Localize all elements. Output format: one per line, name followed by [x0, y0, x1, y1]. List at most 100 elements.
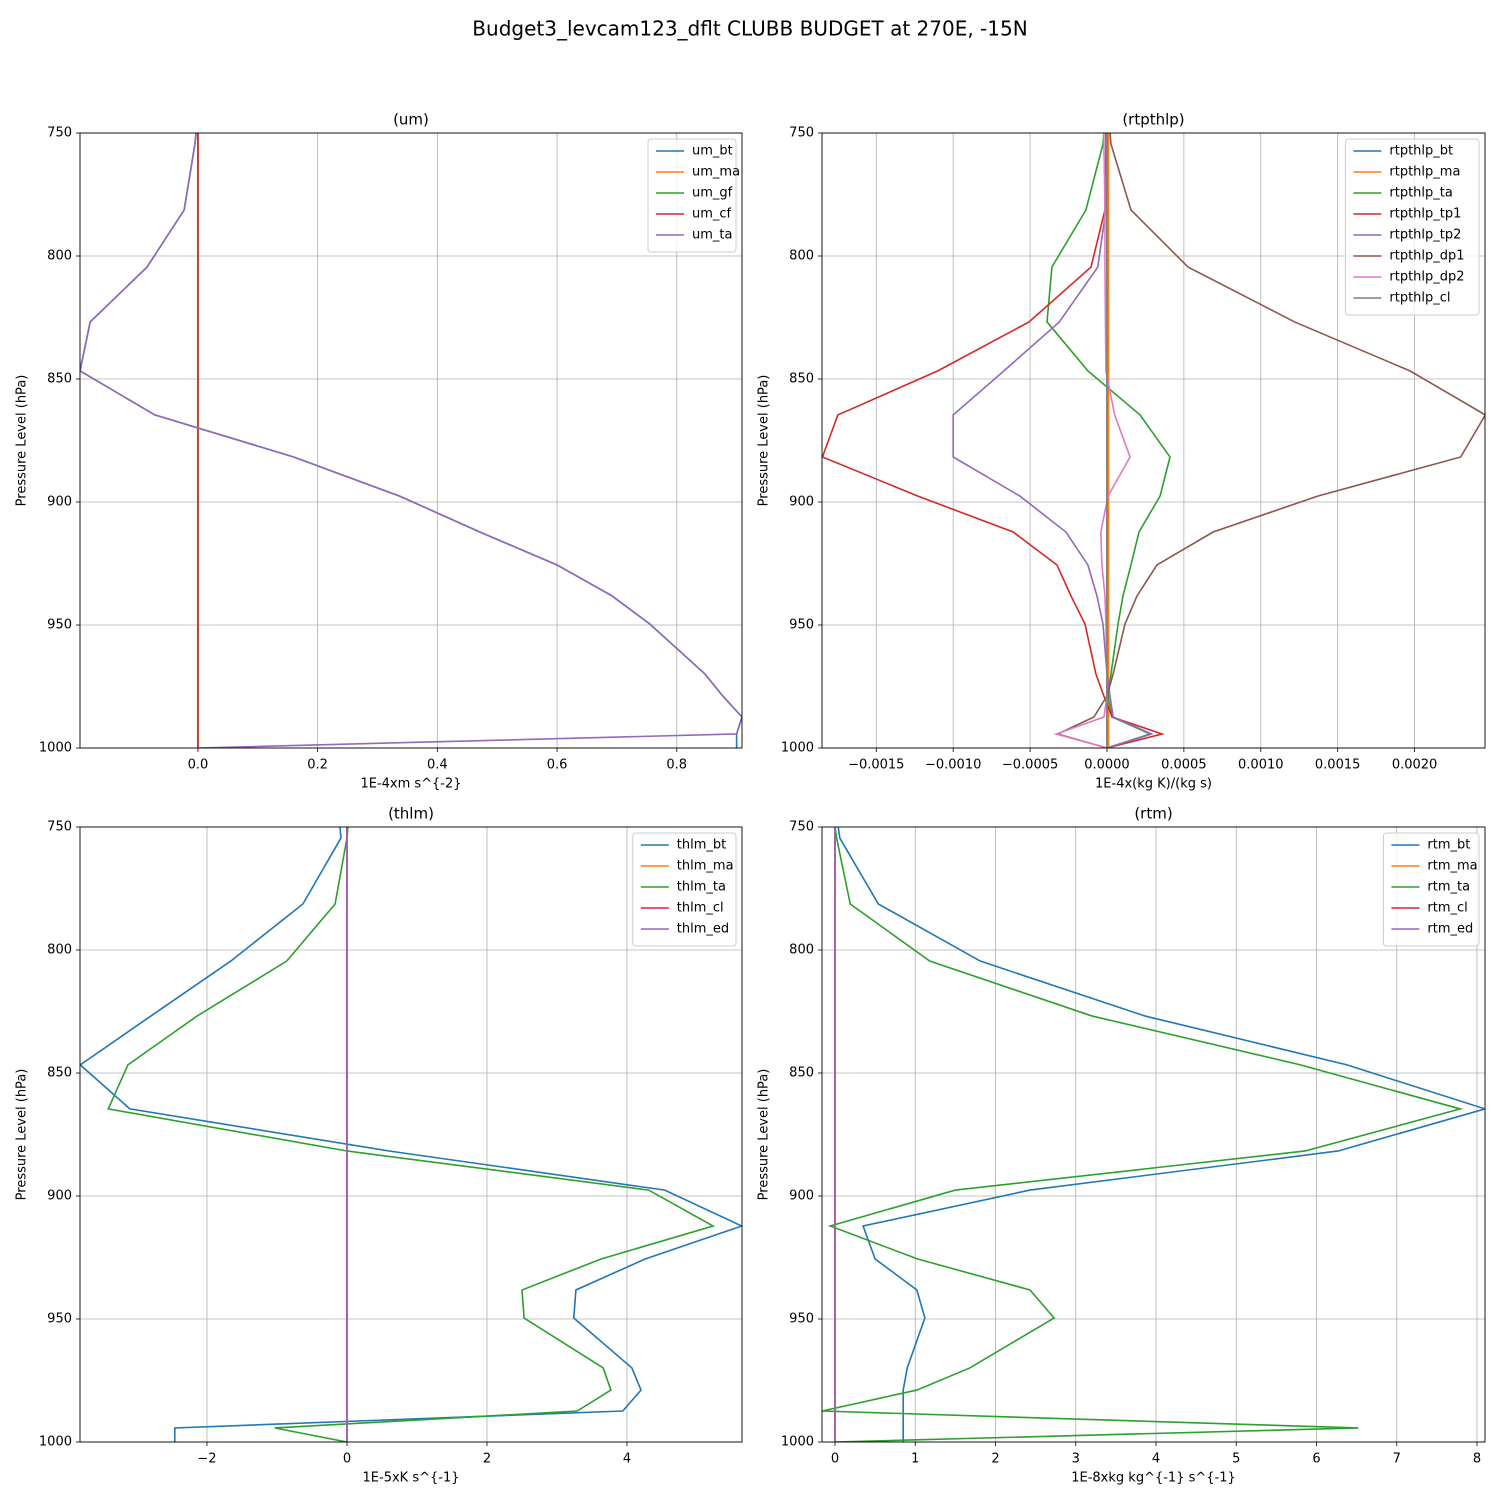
x-tick-label: 0 — [343, 1452, 351, 1467]
legend-label: um_ma — [692, 165, 740, 180]
subplot: 0.0 0.2 0.4 0.6 0.8 750 800 850 900 950 1000 (um) 1E… — [15, 111, 743, 792]
x-tick-label: 3 — [1072, 1452, 1080, 1467]
y-tick-label: 1000 — [781, 1435, 814, 1450]
subplot-title: (thlm) — [388, 805, 434, 823]
legend-label: rtm_bt — [1427, 838, 1470, 853]
x-tick-label: 0.0010 — [1238, 758, 1284, 773]
x-axis-label: 1E-4xm s^{-2} — [360, 777, 461, 792]
x-tick-label: 6 — [1312, 1452, 1320, 1467]
legend-label: rtpthlp_dp2 — [1389, 270, 1464, 285]
legend-label: um_ta — [692, 228, 732, 243]
legend-label: thlm_ma — [677, 859, 734, 874]
y-tick-label: 750 — [47, 820, 72, 835]
legend: um_bt um_ma um_gf um_cf um_ta — [647, 138, 740, 253]
axes-frame — [79, 132, 743, 749]
legend-label: rtpthlp_ta — [1389, 186, 1452, 201]
legend-label: rtm_ma — [1427, 859, 1477, 874]
series-line — [952, 133, 1154, 748]
y-tick-label: 750 — [47, 126, 72, 141]
subplot-title: (rtm) — [1134, 805, 1172, 823]
legend-label: rtpthlp_cl — [1389, 291, 1450, 306]
x-axis-label: 1E-4x(kg K)/(kg s) — [1095, 777, 1212, 792]
x-tick-label: 5 — [1232, 1452, 1240, 1467]
y-tick-label: 950 — [47, 618, 72, 633]
subplot: −2 0 2 4 750 800 850 900 950 1000 (thlm) 1E-5xK s^{… — [15, 805, 743, 1486]
y-tick-label: 800 — [789, 943, 814, 958]
x-tick-label: 8 — [1473, 1452, 1481, 1467]
x-tick-label: 4 — [1152, 1452, 1160, 1467]
axes-frame — [821, 826, 1486, 1443]
y-tick-label: 1000 — [39, 741, 72, 756]
lines — [80, 827, 742, 1442]
axes-frame — [821, 132, 1486, 749]
legend-label: rtpthlp_tp2 — [1389, 228, 1461, 243]
y-tick-label: 900 — [47, 495, 72, 510]
series-line — [80, 827, 742, 1442]
legend-label: thlm_bt — [677, 838, 726, 853]
legend-label: um_gf — [692, 186, 733, 201]
x-tick-label: −0.0015 — [848, 758, 904, 773]
y-tick-label: 750 — [789, 820, 814, 835]
y-tick-label: 900 — [789, 1189, 814, 1204]
x-tick-label: −2 — [197, 1452, 216, 1467]
legend-box — [647, 138, 737, 253]
legend: rtm_bt rtm_ma rtm_ta rtm_cl rtm_ed — [1382, 832, 1480, 947]
x-tick-label: 0.0015 — [1315, 758, 1361, 773]
y-tick-label: 850 — [47, 372, 72, 387]
legend-label: rtpthlp_bt — [1389, 144, 1453, 159]
x-tick-label: 2 — [483, 1452, 491, 1467]
figure-title: Budget3_levcam123_dflt CLUBB BUDGET at 2… — [472, 17, 1027, 41]
x-tick-label: 0.0000 — [1084, 758, 1130, 773]
series-line — [80, 133, 742, 748]
subplot: 0 1 2 3 4 5 6 7 8 750 800 850 900 950 1000 (rtm) 1E-8xkg… — [757, 805, 1486, 1486]
series-line — [107, 827, 716, 1442]
legend-label: rtpthlp_dp1 — [1389, 249, 1464, 264]
x-tick-label: 0.4 — [427, 758, 448, 773]
legend-label: rtm_ed — [1427, 922, 1473, 937]
legend-label: rtpthlp_tp1 — [1389, 207, 1461, 222]
y-tick-label: 950 — [789, 1312, 814, 1327]
x-axis-label: 1E-5xK s^{-1} — [363, 1471, 460, 1486]
x-tick-label: 0.0 — [188, 758, 209, 773]
legend-label: rtpthlp_ma — [1389, 165, 1460, 180]
series-line — [1055, 133, 1485, 748]
legend-box — [1344, 138, 1480, 316]
legend-label: um_bt — [692, 144, 733, 159]
x-tick-label: 0.0005 — [1161, 758, 1207, 773]
x-tick-label: −0.0005 — [1002, 758, 1058, 773]
x-tick-label: −0.0010 — [925, 758, 981, 773]
legend-label: thlm_cl — [677, 901, 724, 916]
legend-label: thlm_ta — [677, 880, 726, 895]
legend: rtpthlp_bt rtpthlp_ma rtpthlp_ta rtpthlp_tp… — [1344, 138, 1480, 316]
x-tick-label: 1 — [911, 1452, 919, 1467]
axes-frame — [79, 826, 743, 1443]
y-tick-label: 950 — [789, 618, 814, 633]
x-axis-label: 1E-8xkg kg^{-1} s^{-1} — [1071, 1471, 1236, 1486]
x-tick-label: 0.8 — [666, 758, 687, 773]
legend-label: thlm_ed — [677, 922, 729, 937]
lines — [80, 133, 742, 748]
x-tick-label: 4 — [623, 1452, 631, 1467]
y-tick-label: 800 — [789, 249, 814, 264]
y-axis-label: Pressure Level (hPa) — [15, 1069, 30, 1201]
y-tick-label: 750 — [789, 126, 814, 141]
subplot-title: (rtpthlp) — [1122, 111, 1184, 129]
series-line — [1046, 133, 1171, 748]
legend-label: um_cf — [692, 207, 732, 222]
y-axis-label: Pressure Level (hPa) — [757, 1069, 772, 1201]
y-tick-label: 800 — [47, 249, 72, 264]
y-tick-label: 1000 — [781, 741, 814, 756]
subplot: −0.0015 −0.0010 −0.0005 0.0000 0.0005 0.0010 0… — [757, 111, 1486, 792]
legend-label: rtm_ta — [1427, 880, 1470, 895]
y-tick-label: 950 — [47, 1312, 72, 1327]
y-tick-label: 800 — [47, 943, 72, 958]
y-tick-label: 850 — [789, 372, 814, 387]
x-tick-label: 2 — [991, 1452, 999, 1467]
y-tick-label: 900 — [47, 1189, 72, 1204]
series-line — [822, 827, 1464, 1442]
x-tick-label: 0.0020 — [1392, 758, 1438, 773]
lines — [822, 133, 1485, 748]
legend: thlm_bt thlm_ma thlm_ta thlm_cl thlm_ed — [632, 832, 737, 947]
